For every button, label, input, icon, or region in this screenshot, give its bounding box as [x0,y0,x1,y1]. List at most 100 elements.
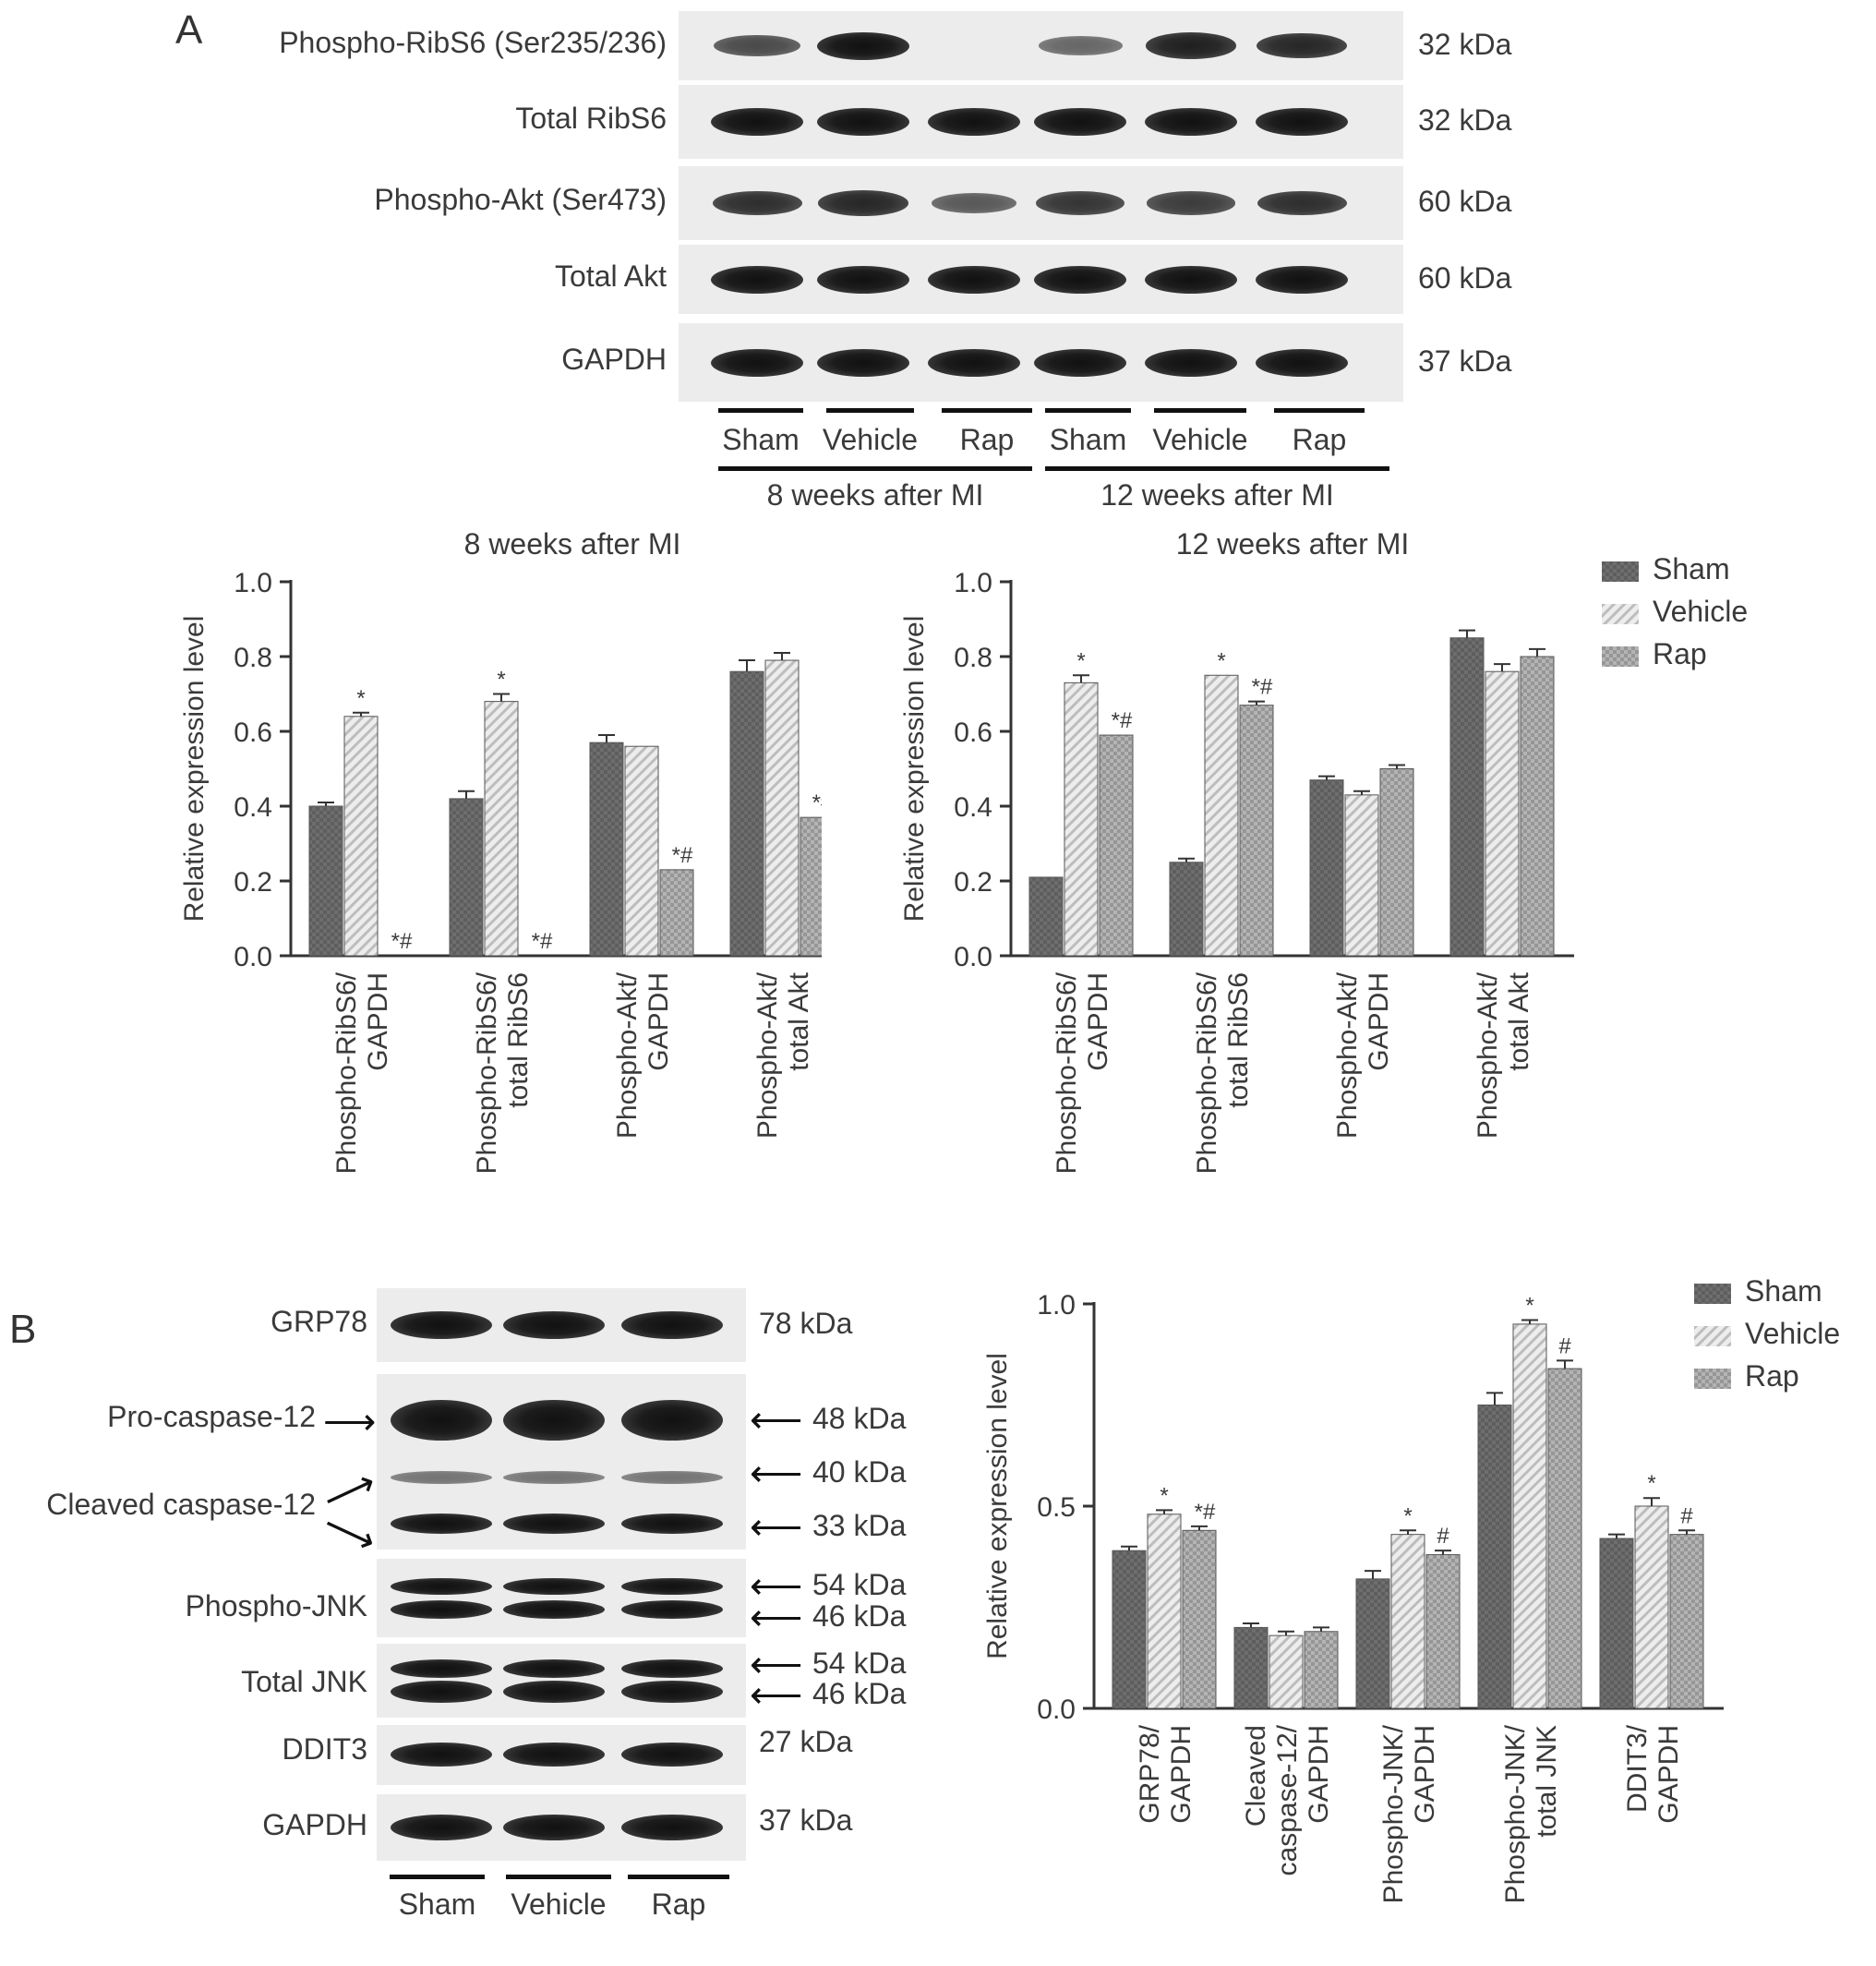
blot-label-a: Phospho-RibS6 (Ser235/236) [279,25,667,59]
blot-band [711,108,803,136]
blot-band [621,1514,723,1534]
y-tick-label: 0.5 [1037,1492,1076,1523]
blot-kda-b: 33 kDa [812,1509,907,1542]
blot-band [1145,32,1237,59]
blot-kda-a: 37 kDa [1418,344,1512,378]
bar-rap [1182,1529,1217,1709]
blot-band [621,1578,723,1595]
y-tick-label: 1.0 [954,568,992,598]
x-category-label: GAPDH [1654,1725,1684,1824]
bar-vehicle [1269,1634,1304,1709]
blot-label-a: GAPDH [561,342,667,376]
bar-rap [659,869,694,957]
group-underline [1045,466,1389,471]
bar-sham [1355,1578,1390,1709]
x-category-label: Phospho-RibS6/ [331,971,362,1174]
blot-band [621,1681,723,1703]
blot-band [503,1471,605,1484]
arrow-left-icon: ⟵ [750,1453,803,1494]
y-tick-label: 0.6 [234,718,272,748]
x-category-label: Phospho-RibS6/ [1192,971,1222,1174]
blot-kda-b: 27 kDa [759,1725,853,1758]
legend-swatch-sham [1694,1284,1731,1304]
y-tick-label: 0.2 [234,867,272,898]
significance-mark: * [1076,648,1085,673]
lane-underline [1045,408,1131,413]
y-tick-label: 1.0 [234,568,272,598]
bar-sham [1599,1538,1634,1709]
arrow-right-icon: ⟶ [323,1402,377,1442]
arrow-left-icon: ⟵ [750,1645,803,1685]
blot-band [391,1600,492,1619]
bar-sham [1233,1626,1269,1709]
blot-band [503,1400,605,1441]
x-category-label: GAPDH [1166,1725,1197,1824]
y-tick-label: 0.2 [954,867,992,898]
lane-underline [826,408,914,413]
blot-band [1257,190,1347,216]
arrow-left-icon: ⟵ [750,1566,803,1607]
blot-kda-b: 48 kDa [812,1402,907,1435]
bar-vehicle [1344,794,1379,957]
bar-vehicle [343,716,379,957]
x-category-label: Phospho-JNK/ [1500,1724,1531,1903]
significance-mark: * [1647,1471,1655,1496]
blot-label-b: GAPDH [262,1808,367,1841]
blot-band [391,1578,492,1595]
x-category-label: caspase-12/ [1272,1724,1303,1876]
blot-band [711,348,803,377]
blot-band [503,1681,605,1703]
significance-mark: * [1217,648,1225,673]
blot-kda-b: 40 kDa [812,1455,907,1489]
y-axis-title: Relative expression level [179,616,210,923]
blot-band [621,1471,723,1484]
lane-label: Vehicle [511,1888,607,1921]
legend-swatch-rap [1694,1369,1731,1389]
blot-band [711,265,803,294]
blot-band [1256,348,1348,377]
blot-label-b: Total JNK [241,1665,367,1698]
panel-b-letter: B [9,1307,37,1352]
x-category-label: total RibS6 [1223,972,1254,1108]
legend-label: Vehicle [1745,1317,1841,1350]
lane-label: Sham [722,423,800,456]
significance-mark: *# [532,929,553,954]
y-axis-title: Relative expression level [899,616,930,923]
lane-underline [1274,408,1365,413]
blot-band [1035,191,1125,215]
x-category-label: GAPDH [643,972,674,1071]
bar-vehicle [764,659,800,957]
blot-kda-a: 60 kDa [1418,185,1512,218]
y-tick-label: 0.8 [234,643,272,673]
blot-kda-b: 54 kDa [812,1568,907,1601]
significance-mark: *# [1195,1500,1216,1525]
bar-vehicle [1147,1514,1182,1709]
lane-label: Rap [1292,423,1347,456]
x-category-label: GRP78/ [1135,1724,1165,1823]
bar-vehicle [1204,674,1239,957]
significance-mark: # [1437,1524,1449,1549]
legend-label: Sham [1653,552,1730,585]
bar-sham [1449,637,1485,957]
x-category-label: Phospho-RibS6/ [1052,971,1082,1174]
group-label: 8 weeks after MI [766,478,984,512]
x-category-label: Phospho-JNK/ [1378,1724,1409,1903]
x-category-label: GAPDH [1304,1725,1334,1824]
significance-mark: * [1525,1294,1533,1319]
lane-label: Rap [959,423,1015,456]
blot-strip-a-1 [679,85,1403,159]
blot-strip-b-0 [377,1288,746,1362]
x-category-label: Phospho-Akt/ [1473,971,1503,1139]
blot-label-a: Total Akt [555,259,667,293]
blot-kda-a: 60 kDa [1418,260,1512,295]
x-category-label: Phospho-RibS6/ [472,971,502,1174]
blot-label-b: GRP78 [271,1305,367,1338]
y-tick-label: 0.4 [234,792,272,823]
blot-band [391,1659,492,1678]
x-category-label: total Akt [784,971,814,1070]
chart-title: 12 weeks after MI [1176,527,1410,561]
blot-band [1034,108,1126,136]
legend-swatch-vehicle [1602,604,1639,624]
bar-rap [1425,1554,1461,1709]
